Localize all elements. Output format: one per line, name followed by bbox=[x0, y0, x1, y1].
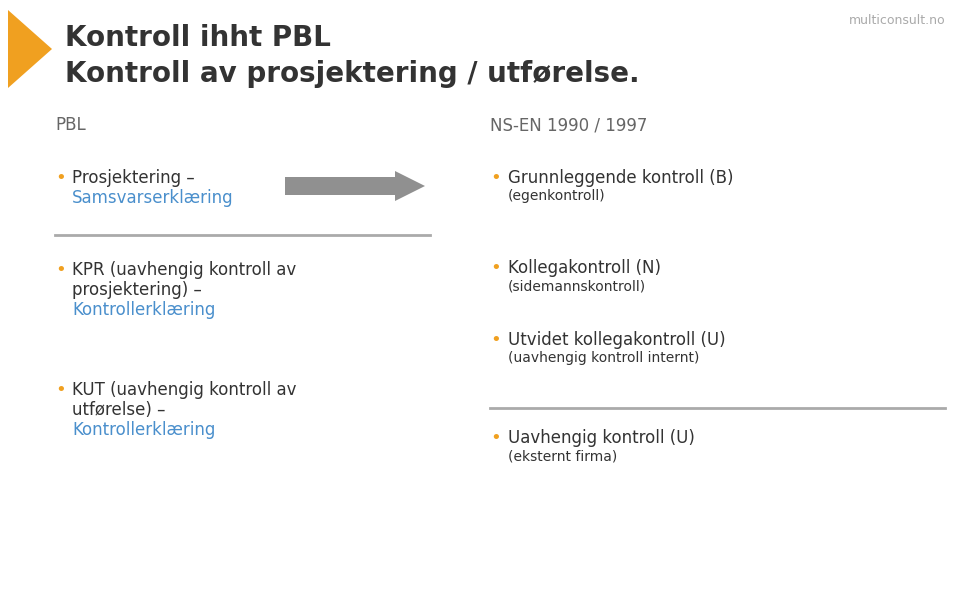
Text: Uavhengig kontroll (U): Uavhengig kontroll (U) bbox=[508, 429, 695, 447]
Text: multiconsult.no: multiconsult.no bbox=[849, 14, 945, 27]
Text: (uavhengig kontroll internt): (uavhengig kontroll internt) bbox=[508, 351, 699, 365]
Text: utførelse) –: utførelse) – bbox=[72, 401, 166, 419]
Text: •: • bbox=[490, 429, 501, 447]
Text: prosjektering) –: prosjektering) – bbox=[72, 281, 202, 299]
Text: (eksternt firma): (eksternt firma) bbox=[508, 449, 618, 463]
Text: (egenkontroll): (egenkontroll) bbox=[508, 189, 606, 203]
Text: Kontroll av prosjektering / utførelse.: Kontroll av prosjektering / utførelse. bbox=[65, 60, 640, 88]
Text: •: • bbox=[490, 169, 501, 187]
Text: Kontroll ihht PBL: Kontroll ihht PBL bbox=[65, 24, 331, 52]
Text: •: • bbox=[490, 259, 501, 277]
Text: Utvidet kollegakontroll (U): Utvidet kollegakontroll (U) bbox=[508, 331, 726, 349]
Text: Grunnleggende kontroll (B): Grunnleggende kontroll (B) bbox=[508, 169, 734, 187]
Text: KPR (uavhengig kontroll av: KPR (uavhengig kontroll av bbox=[72, 261, 296, 279]
Text: Kontrollerklæring: Kontrollerklæring bbox=[72, 301, 216, 319]
Text: NS-EN 1990 / 1997: NS-EN 1990 / 1997 bbox=[490, 116, 647, 134]
Text: Kollegakontroll (N): Kollegakontroll (N) bbox=[508, 259, 661, 277]
Text: Samsvarserklæring: Samsvarserklæring bbox=[72, 189, 234, 207]
Polygon shape bbox=[8, 10, 52, 88]
Text: •: • bbox=[490, 331, 501, 349]
Text: •: • bbox=[55, 381, 66, 399]
Text: Kontrollerklæring: Kontrollerklæring bbox=[72, 421, 216, 439]
Text: •: • bbox=[55, 169, 66, 187]
Text: (sidemannskontroll): (sidemannskontroll) bbox=[508, 279, 646, 293]
Text: KUT (uavhengig kontroll av: KUT (uavhengig kontroll av bbox=[72, 381, 296, 399]
Text: Prosjektering –: Prosjektering – bbox=[72, 169, 195, 187]
Text: PBL: PBL bbox=[55, 116, 85, 134]
Text: •: • bbox=[55, 261, 66, 279]
FancyArrow shape bbox=[285, 171, 425, 201]
